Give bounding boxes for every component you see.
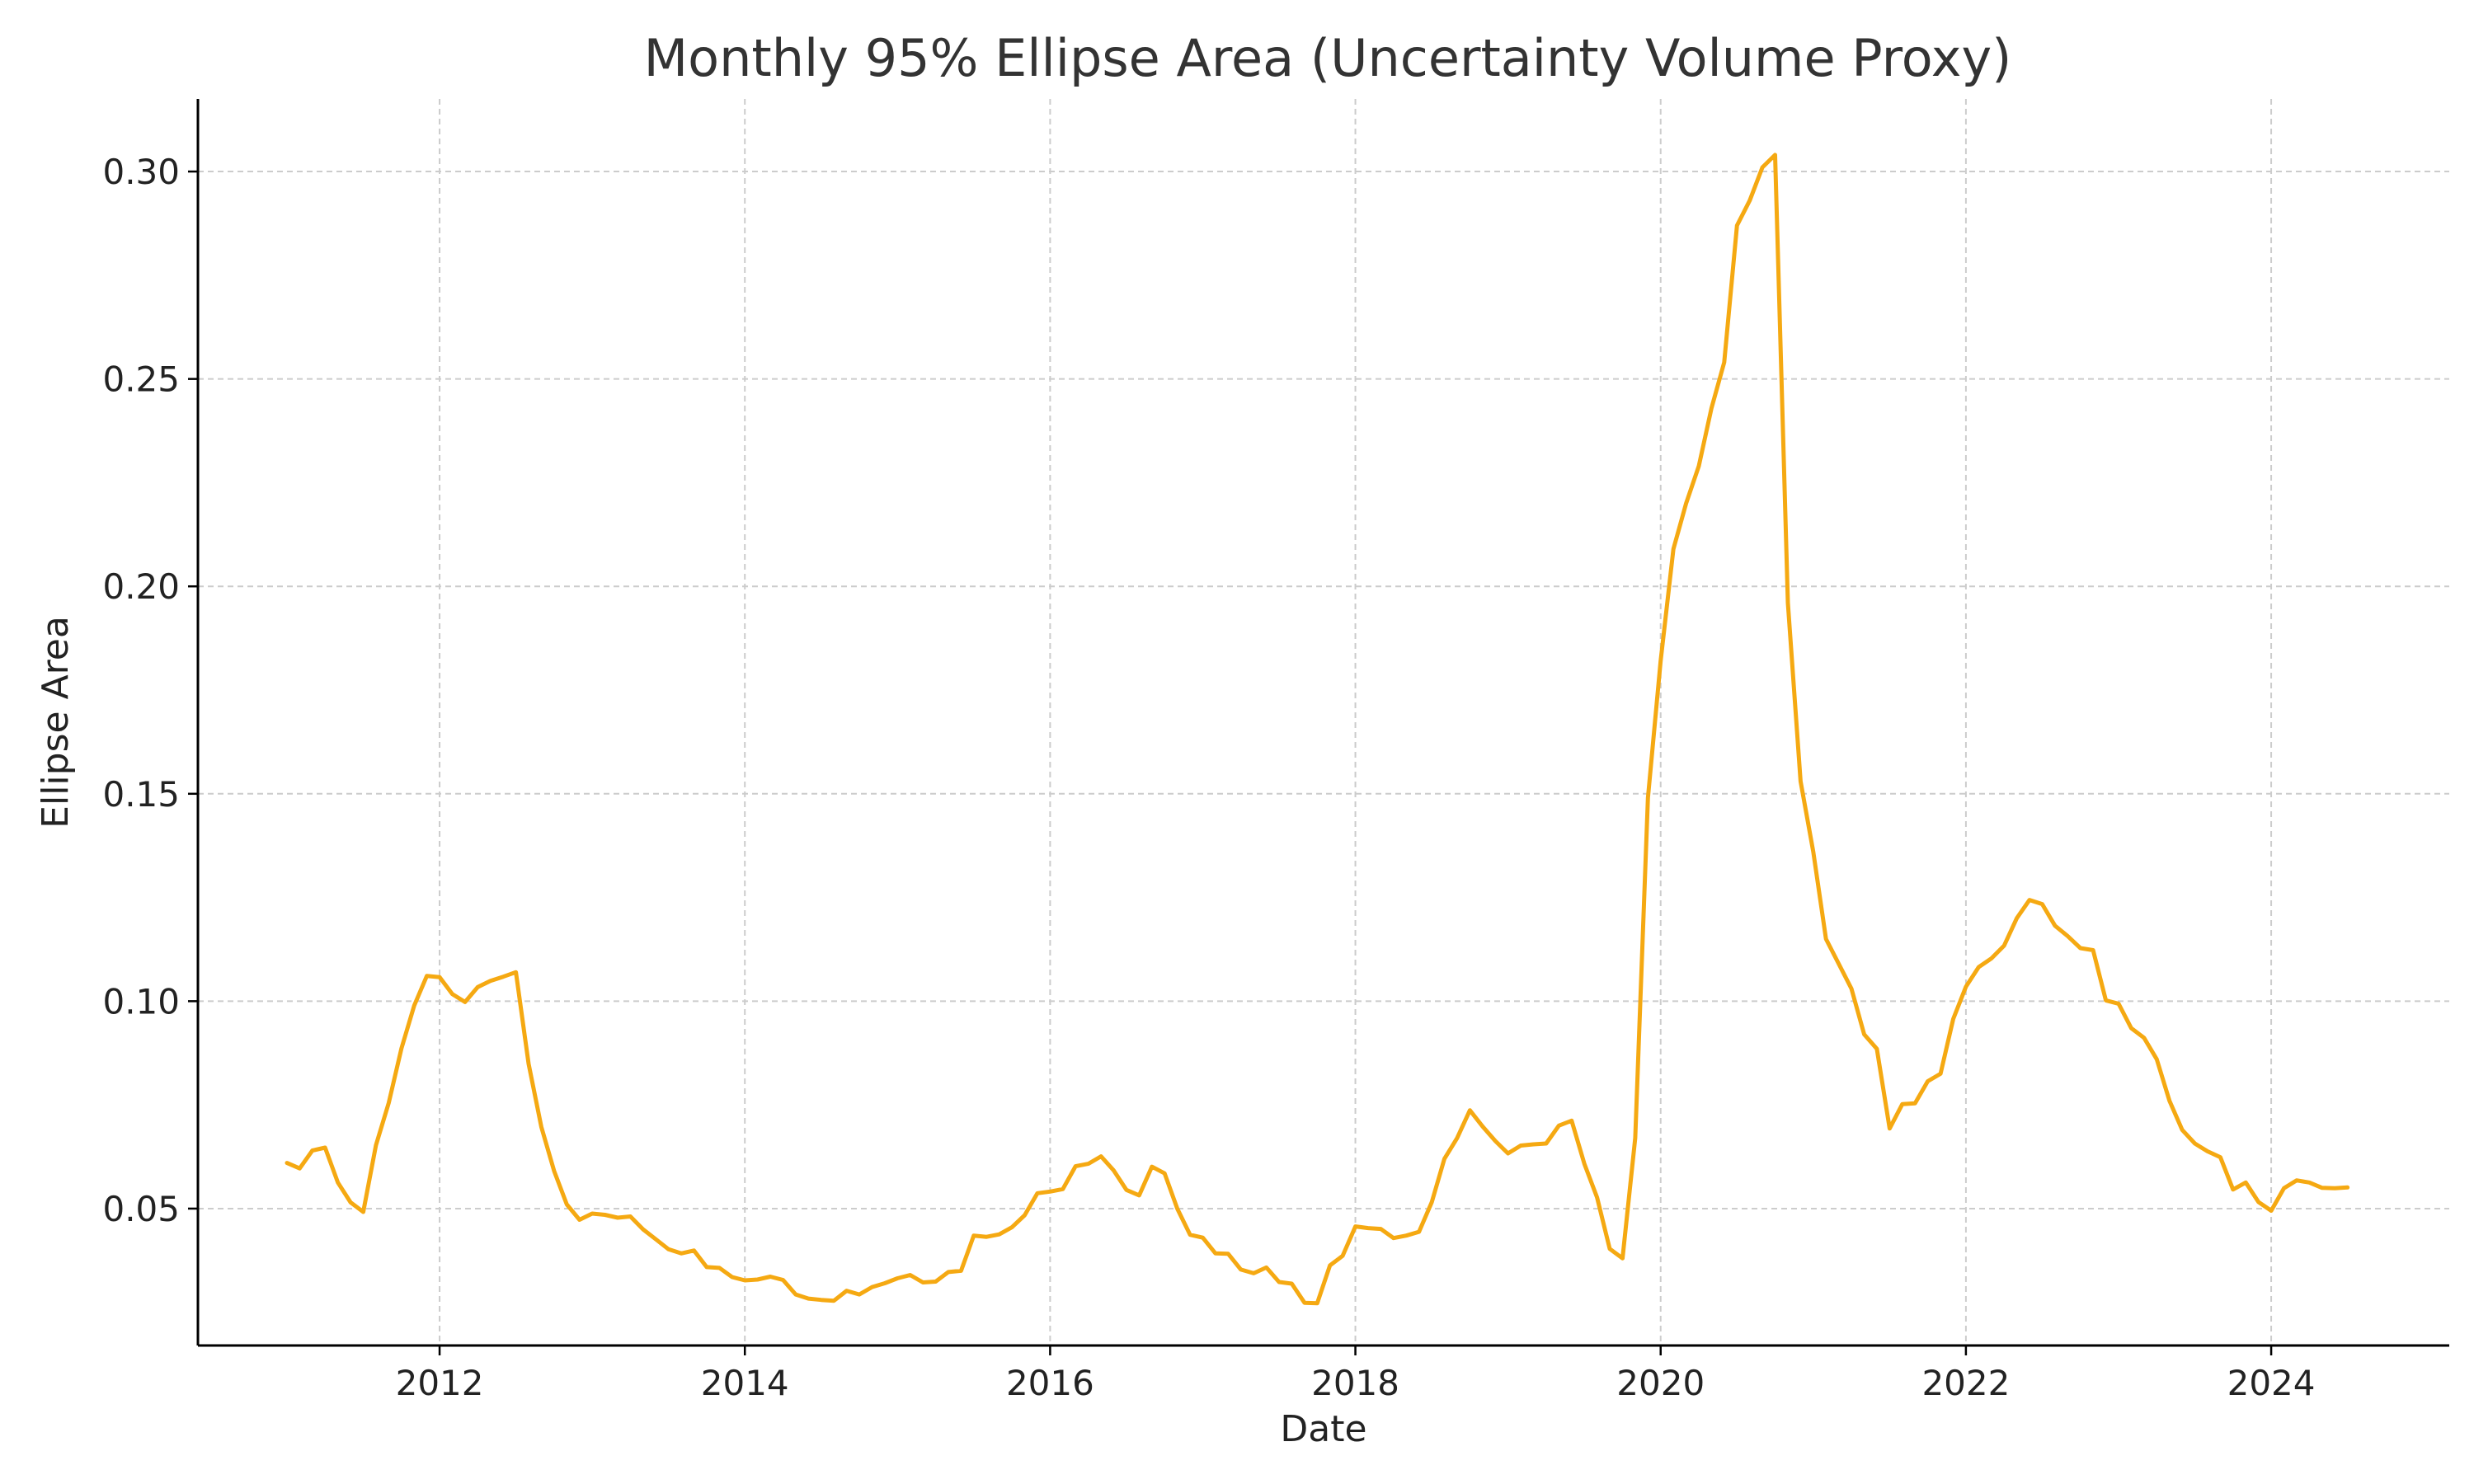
x-tick-label: 2018	[1311, 1363, 1399, 1403]
grid-lines	[198, 99, 2449, 1345]
y-tick-label: 0.10	[102, 981, 180, 1021]
x-tick-label: 2012	[396, 1363, 484, 1403]
x-tick-label: 2016	[1006, 1363, 1094, 1403]
y-tick-label: 0.30	[102, 152, 180, 192]
x-axis-ticks: 2012 2014 2016 2018 2020 2022 2024	[396, 1345, 2316, 1403]
series-line	[285, 153, 2350, 1306]
y-axis-ticks: 0.05 0.10 0.15 0.20 0.25 0.30	[102, 152, 198, 1229]
y-tick-label: 0.05	[102, 1189, 180, 1229]
x-tick-label: 2022	[1921, 1363, 2010, 1403]
y-tick-label: 0.15	[102, 774, 180, 815]
x-tick-label: 2014	[701, 1363, 789, 1403]
chart-title: Monthly 95% Ellipse Area (Uncertainty Vo…	[644, 28, 2012, 88]
y-tick-label: 0.25	[102, 359, 180, 400]
x-tick-label: 2024	[2227, 1363, 2316, 1403]
y-tick-label: 0.20	[102, 566, 180, 607]
y-axis-label: Ellipse Area	[35, 616, 77, 829]
series-layer	[285, 153, 2350, 1306]
x-axis-label: Date	[1280, 1408, 1366, 1450]
x-tick-label: 2020	[1616, 1363, 1705, 1403]
